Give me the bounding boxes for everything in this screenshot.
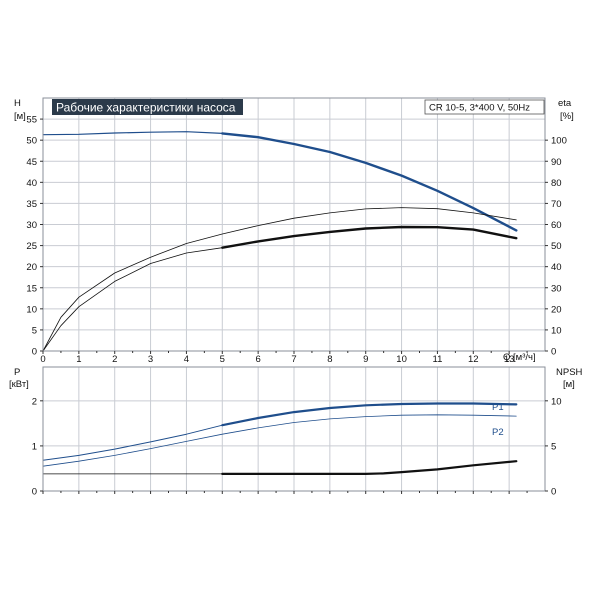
xtick-label: 11 [432,354,442,365]
top-ylabel: H [14,98,21,109]
top-ytick-label: 0 [32,347,37,358]
xtick-label: 8 [327,354,332,365]
top-curve-h-duty-range [221,132,518,232]
top-y2tick-label: 50 [551,241,562,252]
axes-layer: 0510152025303540455055010203040506070809… [26,97,567,498]
top-y2tick-label: 30 [551,283,562,294]
top-ytick-label: 35 [26,199,37,210]
bottom-curve-p2 [42,414,517,467]
bottom-y2tick-label: 0 [551,487,556,498]
xtick-label: 1 [76,354,81,365]
bottom-y2label-unit: [м] [563,379,575,390]
top-y2label-unit: [%] [560,111,574,122]
chart-title: Рабочие характеристики насоса [56,101,236,115]
top-y2tick-label: 20 [551,304,562,315]
xtick-label: 7 [291,354,296,365]
xtick-label: 0 [40,354,45,365]
top-ylabel-unit: [м] [14,111,26,122]
top-y2tick-label: 10 [551,325,562,336]
top-y2tick-label: 40 [551,262,562,273]
xtick-label: 12 [468,354,479,365]
top-y2label: eta [558,98,572,109]
top-y2tick-label: 100 [551,136,567,147]
top-ytick-label: 50 [26,136,37,147]
top-ytick-label: 10 [26,304,37,315]
top-ytick-label: 40 [26,178,37,189]
bottom-ylabel: P [14,367,20,378]
bottom-y2tick-label: 10 [551,396,562,407]
xtick-label: 4 [184,354,189,365]
top-ytick-label: 5 [32,325,37,336]
xtick-label: 5 [220,354,225,365]
bottom-ytick-label: 2 [32,396,37,407]
grid-layer [43,98,545,491]
bottom-ytick-label: 1 [32,441,37,452]
xtick-label: 10 [396,354,407,365]
info-box-frame [424,99,545,115]
top-y2tick-label: 60 [551,220,562,231]
series-label-p2: P2 [492,427,504,438]
xtick-label: 13 [504,354,515,365]
top-ytick-label: 25 [26,241,37,252]
bottom-ytick-label: 0 [32,487,37,498]
top-ytick-label: 55 [26,115,37,126]
top-curve-h [42,131,517,231]
top-ytick-label: 15 [26,283,37,294]
bottom-curve-npsh-duty-range [221,460,518,475]
bottom-curve-p1-duty-range [221,402,518,427]
bottom-curve-p1 [42,403,517,461]
top-y2tick-label: 0 [551,347,556,358]
bottom-y2tick-label: 5 [551,441,556,452]
xtick-label: 2 [112,354,117,365]
top-ytick-label: 45 [26,157,37,168]
x-axis-label: Q [м³/ч] [503,352,536,363]
top-y2tick-label: 80 [551,178,562,189]
top-curve-eta-duty-range [221,225,518,249]
top-ytick-label: 30 [26,220,37,231]
top-y2tick-label: 90 [551,157,562,168]
info-box: CR 10-5, 3*400 V, 50Hz [424,99,545,115]
curves-layer [42,131,518,475]
xtick-label: 9 [363,354,368,365]
bottom-ylabel-unit: [кВт] [9,379,29,390]
title-box: Рабочие характеристики насоса [52,99,243,115]
pump-model-info: CR 10-5, 3*400 V, 50Hz [429,103,530,114]
top-curve-eta-p [42,207,517,352]
bottom-y2label: NPSH [556,367,583,378]
top-y2tick-label: 70 [551,199,562,210]
xtick-label: 6 [255,354,260,365]
title-box-bg [52,99,243,115]
top-ytick-label: 20 [26,262,37,273]
series-label-p1: P1 [492,402,504,413]
xtick-label: 3 [148,354,153,365]
